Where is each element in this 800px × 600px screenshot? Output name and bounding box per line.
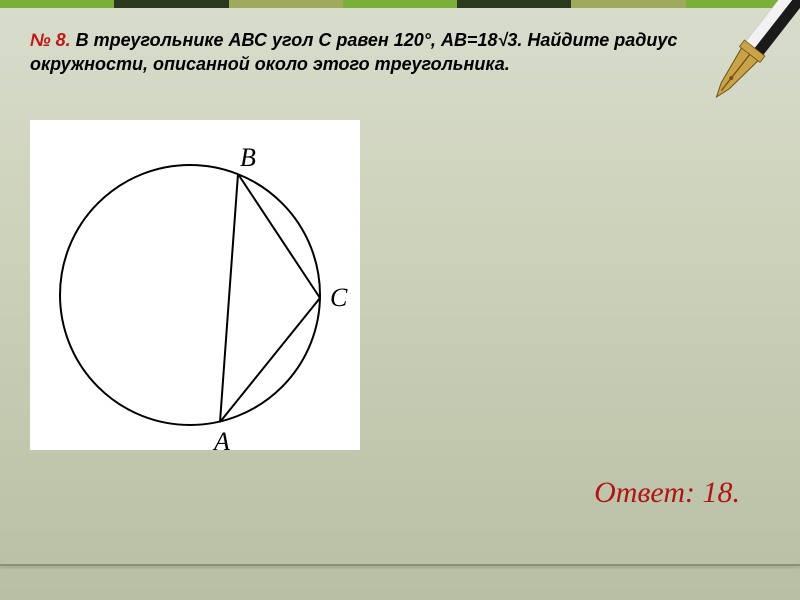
bottom-separator bbox=[0, 564, 800, 566]
answer-value: 18. bbox=[703, 476, 741, 509]
triangle-edge bbox=[220, 174, 238, 422]
border-segment bbox=[571, 0, 685, 8]
border-segment bbox=[457, 0, 571, 8]
circumscribed-circle bbox=[60, 165, 320, 425]
triangle-edge bbox=[220, 298, 320, 422]
problem-number: № 8. bbox=[30, 30, 71, 50]
figure-svg: B C A bbox=[30, 120, 360, 450]
answer-prefix: Ответ: bbox=[594, 476, 695, 509]
triangle-edge bbox=[238, 174, 320, 298]
problem-statement: № 8. В треугольнике АВС угол С равен 120… bbox=[30, 28, 760, 77]
geometry-figure: B C A bbox=[30, 120, 360, 450]
border-segment bbox=[0, 0, 114, 8]
vertex-label-A: A bbox=[212, 427, 230, 450]
border-segment bbox=[114, 0, 228, 8]
vertex-label-B: B bbox=[240, 143, 256, 172]
border-segment bbox=[343, 0, 457, 8]
border-segment bbox=[229, 0, 343, 8]
problem-body: В треугольнике АВС угол С равен 120°, АВ… bbox=[30, 30, 677, 74]
vertex-label-C: C bbox=[330, 283, 348, 312]
answer-line: Ответ: 18. bbox=[594, 476, 740, 510]
